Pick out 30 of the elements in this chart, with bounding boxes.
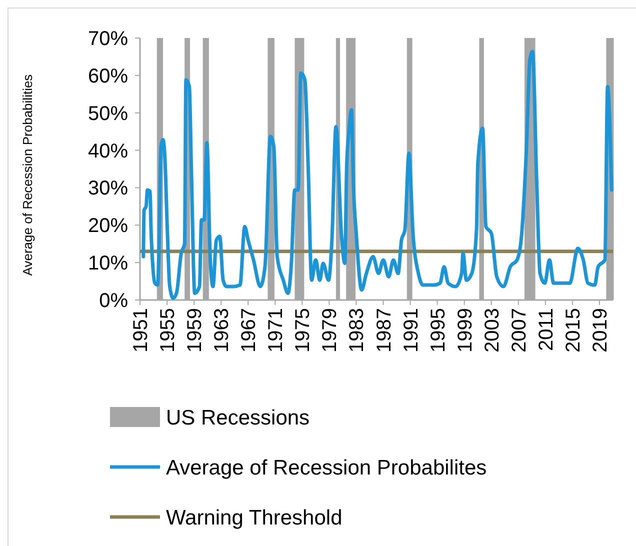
y-tick-label: 20% — [88, 215, 128, 238]
x-tick-label: 1975 — [292, 308, 314, 352]
y-tick-label: 30% — [88, 178, 128, 200]
x-tick-label: 1951 — [130, 308, 152, 352]
x-tick-label: 2011 — [535, 308, 558, 352]
legend-label: US Recessions — [166, 406, 310, 430]
x-tick-label: 1963 — [211, 308, 234, 352]
x-tick-label: 1983 — [346, 308, 368, 352]
y-tick-label: 0% — [99, 290, 128, 312]
legend-label: Average of Recession Probabilites — [166, 456, 487, 480]
x-tick-label: 1991 — [400, 308, 422, 352]
legend-label: Warning Threshold — [166, 506, 342, 530]
x-tick-label: 2015 — [562, 308, 584, 352]
y-tick-label: 70% — [88, 28, 128, 50]
y-tick-label: 50% — [88, 102, 128, 125]
x-tick-label: 1999 — [454, 308, 476, 352]
x-tick-label: 1987 — [373, 308, 396, 352]
y-tick-label: 10% — [88, 252, 128, 275]
y-tick-label: 60% — [88, 65, 128, 88]
x-tick-label: 1979 — [319, 308, 342, 352]
x-tick-label: 1959 — [184, 308, 206, 352]
x-tick-label: 1971 — [265, 308, 288, 352]
y-tick-label: 40% — [88, 140, 128, 162]
x-tick-label: 2007 — [508, 308, 530, 352]
x-tick-label: 1955 — [157, 308, 180, 352]
x-tick-label: 2019 — [589, 308, 612, 352]
x-tick-label: 1967 — [238, 308, 260, 352]
x-tick-label: 2003 — [481, 308, 504, 352]
x-tick-label: 1995 — [427, 308, 450, 352]
y-axis-title: Average of Recession Probabilities — [20, 74, 35, 276]
